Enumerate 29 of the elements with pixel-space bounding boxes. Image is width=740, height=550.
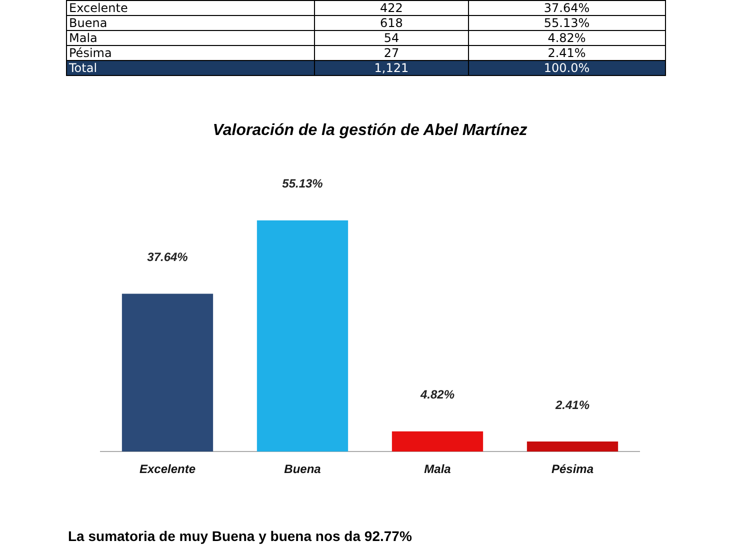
bar: [122, 294, 214, 452]
chart-title: Valoración de la gestión de Abel Martínez: [212, 122, 528, 140]
data-label: 37.64%: [468, 0, 666, 16]
data-label: 55.13%: [282, 176, 324, 191]
data-label: 2.41%: [468, 46, 666, 60]
data-label: 1,121: [314, 60, 468, 76]
category-label: Buena: [66, 16, 315, 30]
data-label: 4.82%: [419, 388, 455, 402]
data-label: 618: [314, 16, 468, 30]
data-label: 422: [314, 0, 468, 16]
category-label: Mala: [66, 30, 315, 46]
bar: [392, 431, 484, 452]
data-label: 100.0%: [468, 60, 666, 76]
bar: [256, 220, 348, 452]
data-label: 37.64%: [147, 250, 188, 264]
category-label: Total: [66, 60, 315, 76]
category-label: Pésima: [66, 46, 315, 60]
x-tick-label: Buena: [284, 462, 322, 476]
data-label: 4.82%: [468, 30, 666, 46]
category-label: Excelente: [66, 0, 315, 16]
bar: [526, 441, 618, 452]
data-label: 2.41%: [554, 398, 590, 412]
data-label: 55.13%: [468, 16, 666, 30]
x-tick-label: Excelente: [139, 462, 196, 476]
data-label: 54: [314, 30, 468, 46]
x-tick-label: Mala: [424, 462, 452, 476]
data-label: 27: [314, 46, 468, 60]
text: La sumatoria de muy Buena y buena nos da 92.77%: [68, 528, 412, 544]
x-tick-label: Pésima: [551, 462, 594, 476]
